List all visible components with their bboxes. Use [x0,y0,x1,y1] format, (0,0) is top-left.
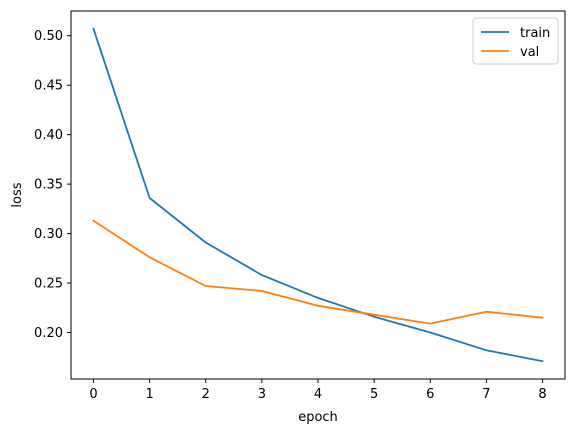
y-tick-label: 0.45 [34,79,63,94]
legend-label-val: val [520,45,539,60]
x-tick-label: 1 [145,387,153,402]
x-axis-ticks: 0 1 2 3 4 5 6 7 8 [89,379,547,402]
series-line-train [92,27,544,363]
x-tick-label: 6 [426,387,434,402]
x-tick-label: 7 [482,387,490,402]
series-line-val [92,219,544,325]
x-axis-label: epoch [298,410,338,425]
y-axis-ticks: 0.20 0.25 0.30 0.35 0.40 0.45 0.50 [34,29,71,341]
x-tick-label: 2 [202,387,210,402]
x-tick-label: 3 [258,387,266,402]
y-tick-label: 0.20 [34,326,63,341]
series-layer [92,27,544,363]
legend-label-train: train [520,26,550,41]
y-tick-label: 0.30 [34,227,63,242]
legend-frame [472,17,559,65]
y-tick-label: 0.50 [34,29,63,44]
axes-frame [70,10,566,380]
y-tick-label: 0.40 [34,128,63,143]
x-tick-label: 5 [370,387,378,402]
legend: train val [472,17,559,65]
x-tick-label: 4 [314,387,322,402]
y-tick-label: 0.35 [34,178,63,193]
y-tick-label: 0.25 [34,277,63,292]
x-tick-label: 8 [538,387,546,402]
y-axis-label: loss [10,182,25,207]
x-tick-label: 0 [89,387,97,402]
